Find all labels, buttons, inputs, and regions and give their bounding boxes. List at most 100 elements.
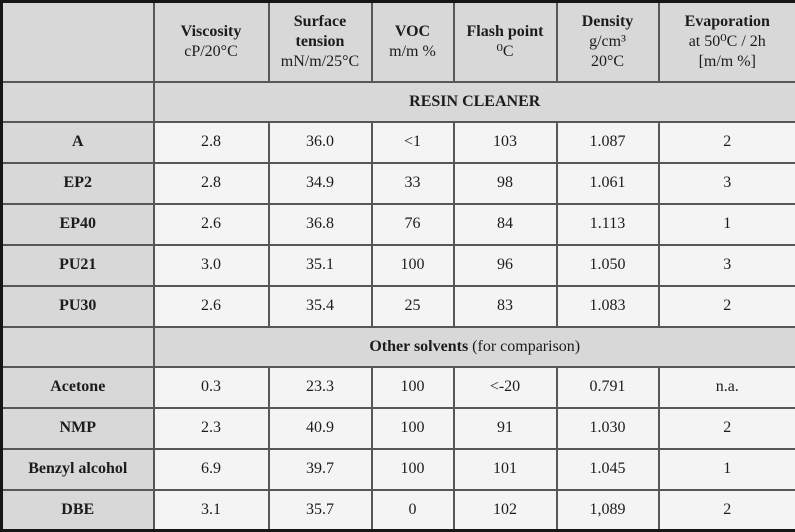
cell-viscosity: 3.1 [154, 490, 269, 531]
cell-evaporation: 3 [659, 245, 795, 286]
section-row-other-solvents: Other solvents (for comparison) [2, 327, 795, 367]
column-title: Flash point [459, 22, 552, 42]
column-header-viscosity: Viscosity cP/20°C [154, 2, 269, 82]
cell-voc: 100 [372, 449, 454, 490]
cell-voc: <1 [372, 122, 454, 163]
cell-density: 1.030 [557, 408, 659, 449]
cell-surface-tension: 35.7 [269, 490, 372, 531]
cell-voc: 0 [372, 490, 454, 531]
cell-surface-tension: 35.1 [269, 245, 372, 286]
cell-flash-point: 102 [454, 490, 557, 531]
row-label: Acetone [2, 367, 154, 408]
cell-flash-point: 84 [454, 204, 557, 245]
cell-viscosity: 3.0 [154, 245, 269, 286]
column-title: Viscosity [159, 22, 264, 42]
cell-surface-tension: 36.8 [269, 204, 372, 245]
section-title-text: Other solvents [369, 338, 468, 355]
cell-evaporation: 2 [659, 122, 795, 163]
column-title: Surface tension [274, 12, 367, 52]
cell-density: 1.087 [557, 122, 659, 163]
cell-flash-point: 83 [454, 286, 557, 327]
column-unit: cP/20°C [159, 42, 264, 62]
column-unit: mN/m/25°C [274, 52, 367, 72]
cell-flash-point: 98 [454, 163, 557, 204]
cell-evaporation: 1 [659, 449, 795, 490]
table-row-ep40: EP40 2.6 36.8 76 84 1.113 1 [2, 204, 795, 245]
header-row: Viscosity cP/20°C Surface tension mN/m/2… [2, 2, 795, 82]
column-header-evaporation: Evaporation at 50⁰C / 2h [m/m %] [659, 2, 795, 82]
row-label: EP40 [2, 204, 154, 245]
section-label-cell [2, 82, 154, 122]
column-unit: m/m % [377, 42, 449, 62]
cell-density: 1,089 [557, 490, 659, 531]
cell-voc: 100 [372, 367, 454, 408]
cell-evaporation: 2 [659, 286, 795, 327]
column-title: Evaporation [664, 12, 792, 32]
row-label: EP2 [2, 163, 154, 204]
column-title: VOC [377, 22, 449, 42]
cell-surface-tension: 23.3 [269, 367, 372, 408]
cell-evaporation: 2 [659, 408, 795, 449]
cell-density: 0.791 [557, 367, 659, 408]
cell-viscosity: 2.8 [154, 122, 269, 163]
cell-viscosity: 0.3 [154, 367, 269, 408]
corner-cell [2, 2, 154, 82]
section-title-other-solvents: Other solvents (for comparison) [154, 327, 795, 367]
cell-viscosity: 2.8 [154, 163, 269, 204]
section-title-note: (for comparison) [468, 338, 580, 355]
cell-surface-tension: 35.4 [269, 286, 372, 327]
table-row-dbe: DBE 3.1 35.7 0 102 1,089 2 [2, 490, 795, 531]
cell-flash-point: <-20 [454, 367, 557, 408]
cell-viscosity: 2.3 [154, 408, 269, 449]
cell-density: 1.083 [557, 286, 659, 327]
cell-viscosity: 2.6 [154, 286, 269, 327]
table-row-ep2: EP2 2.8 34.9 33 98 1.061 3 [2, 163, 795, 204]
column-unit: ⁰C [459, 42, 552, 62]
row-label: DBE [2, 490, 154, 531]
row-label: Benzyl alcohol [2, 449, 154, 490]
cell-surface-tension: 34.9 [269, 163, 372, 204]
table-row-pu30: PU30 2.6 35.4 25 83 1.083 2 [2, 286, 795, 327]
table-row-nmp: NMP 2.3 40.9 100 91 1.030 2 [2, 408, 795, 449]
section-title-resin-cleaner: RESIN CLEANER [154, 82, 795, 122]
cell-surface-tension: 36.0 [269, 122, 372, 163]
section-title-text: RESIN CLEANER [409, 93, 540, 110]
cell-viscosity: 2.6 [154, 204, 269, 245]
cell-surface-tension: 40.9 [269, 408, 372, 449]
column-title: Density [562, 12, 654, 32]
cell-density: 1.061 [557, 163, 659, 204]
cell-voc: 25 [372, 286, 454, 327]
table-row-benzyl-alcohol: Benzyl alcohol 6.9 39.7 100 101 1.045 1 [2, 449, 795, 490]
column-unit: [m/m %] [664, 52, 792, 72]
cell-flash-point: 101 [454, 449, 557, 490]
column-unit-condition: at 50⁰C / 2h [664, 32, 792, 52]
cell-voc: 33 [372, 163, 454, 204]
cell-voc: 100 [372, 245, 454, 286]
column-header-density: Density g/cm³ 20°C [557, 2, 659, 82]
cell-surface-tension: 39.7 [269, 449, 372, 490]
column-header-voc: VOC m/m % [372, 2, 454, 82]
cell-evaporation: 2 [659, 490, 795, 531]
column-header-surface-tension: Surface tension mN/m/25°C [269, 2, 372, 82]
column-unit: g/cm³ [562, 32, 654, 52]
table-row-acetone: Acetone 0.3 23.3 100 <-20 0.791 n.a. [2, 367, 795, 408]
cell-density: 1.050 [557, 245, 659, 286]
cell-flash-point: 91 [454, 408, 557, 449]
cell-flash-point: 103 [454, 122, 557, 163]
table-row-a: A 2.8 36.0 <1 103 1.087 2 [2, 122, 795, 163]
row-label: NMP [2, 408, 154, 449]
cell-voc: 76 [372, 204, 454, 245]
cell-evaporation: n.a. [659, 367, 795, 408]
cell-voc: 100 [372, 408, 454, 449]
row-label: PU30 [2, 286, 154, 327]
cell-density: 1.113 [557, 204, 659, 245]
cell-evaporation: 3 [659, 163, 795, 204]
column-header-flash-point: Flash point ⁰C [454, 2, 557, 82]
section-label-cell [2, 327, 154, 367]
cell-viscosity: 6.9 [154, 449, 269, 490]
row-label: PU21 [2, 245, 154, 286]
row-label: A [2, 122, 154, 163]
column-unit-condition: 20°C [562, 52, 654, 72]
